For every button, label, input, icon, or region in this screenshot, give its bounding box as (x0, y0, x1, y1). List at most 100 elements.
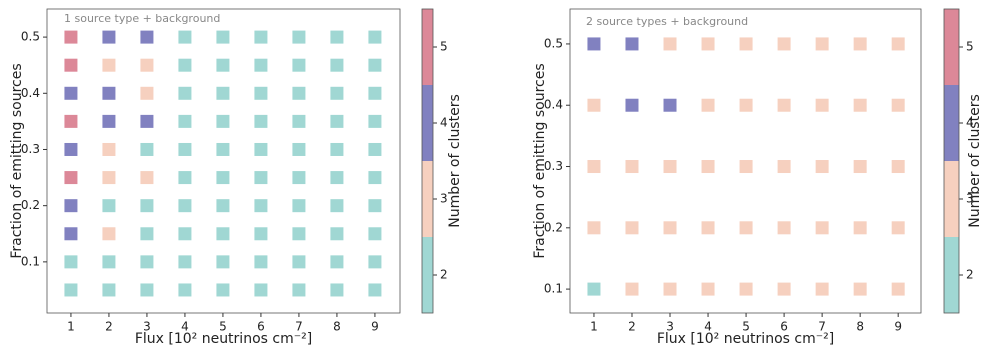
colorbar-segment (944, 9, 959, 85)
cell (853, 37, 867, 51)
cell (701, 282, 715, 296)
y-tick-label: 0.3 (544, 159, 563, 173)
cell (178, 255, 192, 269)
x-axis-label: Flux [10² neutrinos cm⁻²] (135, 331, 312, 345)
cell (292, 171, 306, 185)
cell (815, 282, 829, 296)
cell (216, 142, 230, 156)
cell (254, 58, 268, 72)
x-tick-label: 7 (818, 320, 826, 334)
cell (102, 86, 116, 100)
cell (625, 221, 639, 235)
y-tick-label: 0.4 (21, 86, 40, 100)
cell (330, 255, 344, 269)
cell (330, 283, 344, 297)
y-axis-label: Fraction of emitting sources (9, 63, 25, 258)
cell (777, 98, 791, 112)
cell (254, 199, 268, 213)
cell (330, 171, 344, 185)
cell (102, 114, 116, 128)
cell (815, 221, 829, 235)
colorbar-frame (421, 8, 434, 314)
cell (330, 142, 344, 156)
y-tick-label: 0.5 (544, 36, 563, 50)
cell (368, 199, 382, 213)
cell (701, 221, 715, 235)
y-tick-label: 0.2 (544, 220, 563, 234)
cell (178, 283, 192, 297)
y-tick-label: 0.5 (21, 30, 40, 44)
cell (368, 142, 382, 156)
cell (330, 30, 344, 44)
cell (64, 255, 78, 269)
colorbar-segment (422, 9, 433, 85)
x-tick-label: 2 (105, 320, 113, 334)
cell (64, 114, 78, 128)
colorbar-tick-label: 4 (966, 116, 974, 130)
cell (701, 37, 715, 51)
cell (853, 98, 867, 112)
cell (587, 37, 601, 51)
x-tick-label: 4 (704, 320, 712, 334)
cell (777, 282, 791, 296)
cell (216, 255, 230, 269)
x-tick-label: 9 (371, 320, 379, 334)
x-tick-label: 1 (67, 320, 75, 334)
cell (330, 114, 344, 128)
cell (701, 98, 715, 112)
cell (254, 142, 268, 156)
x-tick-label: 6 (257, 320, 265, 334)
cell (140, 114, 154, 128)
cell (64, 227, 78, 241)
y-tick-label: 0.1 (544, 282, 563, 296)
cell (777, 221, 791, 235)
cell (330, 58, 344, 72)
cell (853, 221, 867, 235)
cell (292, 227, 306, 241)
y-tick-label: 0.1 (21, 254, 40, 268)
cell (178, 58, 192, 72)
cell (254, 114, 268, 128)
cell (663, 282, 677, 296)
cell (587, 221, 601, 235)
cell (178, 227, 192, 241)
x-tick-label: 9 (894, 320, 902, 334)
cell (663, 37, 677, 51)
cell (587, 282, 601, 296)
cell (292, 255, 306, 269)
cell (368, 171, 382, 185)
cell (216, 283, 230, 297)
x-tick-label: 2 (628, 320, 636, 334)
x-tick-label: 4 (181, 320, 189, 334)
cell (330, 227, 344, 241)
cell (216, 114, 230, 128)
cell (64, 58, 78, 72)
cell (102, 142, 116, 156)
colorbar-tick-label: 3 (966, 192, 974, 206)
colorbar-label: Number of clusters (967, 94, 983, 228)
cell (891, 37, 905, 51)
cell (368, 283, 382, 297)
cell (178, 199, 192, 213)
cell (739, 160, 753, 174)
cell (777, 160, 791, 174)
colorbar-label: Number of clusters (447, 94, 463, 228)
cell (178, 142, 192, 156)
x-tick-label: 5 (219, 320, 227, 334)
cell (102, 255, 116, 269)
y-axis-label: Fraction of emitting sources (532, 63, 548, 258)
cell (587, 160, 601, 174)
x-tick-label: 6 (780, 320, 788, 334)
cell (140, 255, 154, 269)
colorbar-segment (944, 237, 959, 313)
cell (140, 86, 154, 100)
cell (216, 30, 230, 44)
cell (739, 37, 753, 51)
colorbar-tick-label: 2 (966, 268, 974, 282)
cell (216, 171, 230, 185)
cell (178, 86, 192, 100)
colorbar-tick-label: 5 (440, 40, 448, 54)
x-tick-label: 1 (590, 320, 598, 334)
cell (368, 255, 382, 269)
